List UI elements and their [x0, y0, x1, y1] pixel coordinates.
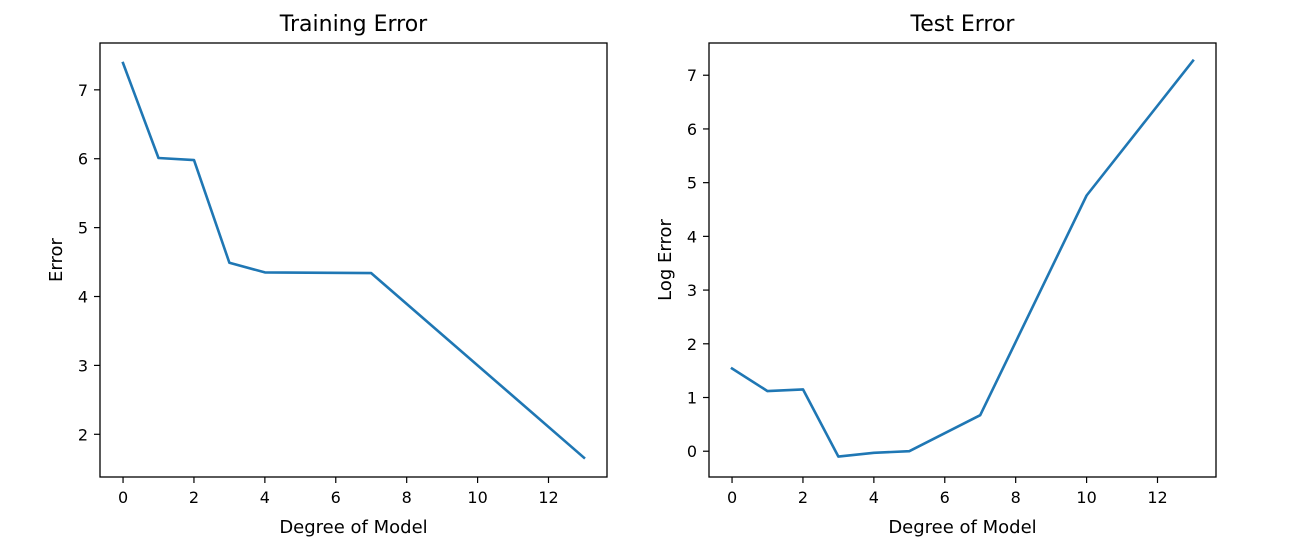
- test-error-series-line: [730, 58, 1195, 458]
- training-error-plot-area: [121, 61, 586, 460]
- test-error-y-tick-label: 6: [687, 120, 697, 139]
- training-error-x-tick-label: 0: [118, 488, 128, 507]
- training-error-x-tick-label: 6: [331, 488, 341, 507]
- test-error-axes-frame: [708, 42, 1217, 478]
- training-error-x-tick-label: 4: [260, 488, 270, 507]
- test-error-y-tick-label: 5: [687, 174, 697, 193]
- training-error-y-tick-label: 3: [78, 356, 88, 375]
- training-error-y-tick-label: 6: [78, 150, 88, 169]
- test-error-y-tick-label: 7: [687, 66, 697, 85]
- training-error-y-tick-label: 4: [78, 288, 88, 307]
- test-error-plot-area: [730, 58, 1195, 458]
- test-error-chart: Test Error Degree of Model Log Error 0 2 4…: [655, 12, 1217, 538]
- training-error-x-tick-label: 8: [402, 488, 412, 507]
- training-error-y-tick-label: 7: [78, 81, 88, 100]
- training-error-ticks: 0 2 4 6 8 10 12 2 3 4 5 6 7: [78, 81, 559, 507]
- test-error-x-tick-label: 2: [798, 488, 808, 507]
- training-error-chart: Training Error Degree of Model Error 0 2 4…: [46, 12, 608, 538]
- training-error-x-tick-label: 12: [538, 488, 558, 507]
- test-error-x-tick-label: 0: [727, 488, 737, 507]
- test-error-y-tick-label: 2: [687, 335, 697, 354]
- test-error-x-tick-label: 4: [869, 488, 879, 507]
- training-error-x-axis-label: Degree of Model: [279, 517, 427, 538]
- test-error-y-axis-label: Log Error: [655, 219, 676, 301]
- test-error-y-tick-label: 4: [687, 227, 697, 246]
- training-error-y-axis-label: Error: [46, 237, 67, 281]
- test-error-y-tick-label: 1: [687, 389, 697, 408]
- training-error-y-tick-label: 2: [78, 425, 88, 444]
- test-error-x-tick-label: 12: [1147, 488, 1167, 507]
- test-error-y-tick-label: 3: [687, 281, 697, 300]
- test-error-title: Test Error: [910, 12, 1016, 37]
- test-error-x-tick-label: 6: [940, 488, 950, 507]
- training-error-series-line: [121, 61, 586, 460]
- test-error-x-tick-label: 8: [1011, 488, 1021, 507]
- test-error-x-tick-label: 10: [1076, 488, 1096, 507]
- training-error-title: Training Error: [279, 12, 428, 37]
- training-error-x-tick-label: 10: [467, 488, 487, 507]
- training-error-axes-frame: [99, 42, 608, 478]
- training-error-x-tick-label: 2: [189, 488, 199, 507]
- test-error-x-axis-label: Degree of Model: [888, 517, 1036, 538]
- training-error-y-tick-label: 5: [78, 219, 88, 238]
- test-error-y-tick-label: 0: [687, 442, 697, 461]
